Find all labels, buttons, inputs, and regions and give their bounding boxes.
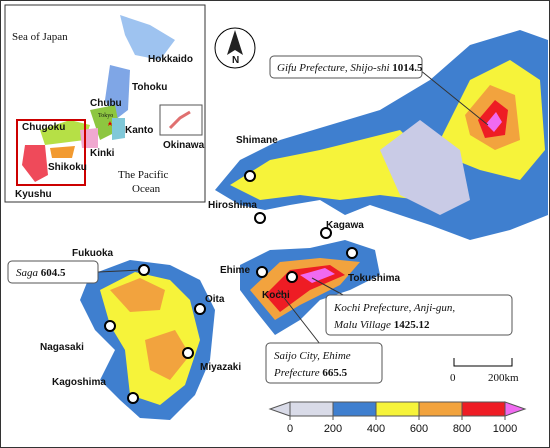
- callout-box: [265, 342, 383, 384]
- callout-value: 1014.5: [392, 62, 423, 74]
- callout: Prefecture 665.5: [273, 367, 348, 379]
- place-label: Ehime: [220, 265, 250, 276]
- site: [194, 303, 206, 315]
- inset-label: Kanto: [125, 125, 153, 136]
- callout-box: [7, 260, 99, 284]
- site: [256, 266, 268, 278]
- scale-label: 200km: [488, 372, 519, 384]
- legend-tick-label: 1000: [493, 423, 517, 435]
- place-label: Tokushima: [348, 273, 400, 284]
- tokyo-star: [108, 121, 112, 126]
- callout-text: Saijo City, Ehime: [274, 350, 351, 362]
- inset-label: Sea of Japan: [12, 31, 68, 43]
- precip-max: [486, 112, 502, 132]
- scale-bar: [453, 358, 513, 367]
- precip-orange: [145, 330, 190, 380]
- inset-chugoku: [40, 120, 90, 145]
- inset-label: Kinki: [90, 148, 115, 159]
- place-label: Kagoshima: [52, 377, 106, 388]
- legend-tick-label: 400: [367, 423, 385, 435]
- callout: Malu Village 1425.12: [333, 319, 430, 331]
- callout: Saga 604.5: [16, 267, 66, 279]
- pointer: [311, 277, 346, 297]
- precip-low: [380, 120, 470, 215]
- inset-label: Kyushu: [15, 189, 52, 200]
- site: [286, 271, 298, 283]
- precip-max: [300, 268, 335, 283]
- legend-swatch: [418, 401, 463, 417]
- inset-label: Tokyo: [98, 113, 113, 119]
- callout-text: Saga: [16, 267, 39, 279]
- inset-label: Okinawa: [163, 140, 205, 151]
- place-label: Fukuoka: [72, 248, 114, 259]
- callout-text: Kochi Prefecture, Anji-gun,: [333, 302, 455, 314]
- callout-value: 604.5: [41, 267, 66, 279]
- pointer: [97, 269, 141, 273]
- legend-swatch: [289, 401, 334, 417]
- inset-label: Hokkaido: [148, 54, 193, 65]
- site: [244, 170, 256, 182]
- site: [127, 392, 139, 404]
- precip-orange: [110, 278, 165, 312]
- inset-okinawa: [168, 110, 191, 130]
- pointer: [419, 69, 489, 126]
- legend-tick-label: 200: [324, 423, 342, 435]
- place-label: Hiroshima: [208, 200, 257, 211]
- inset-label: The Pacific: [118, 169, 169, 181]
- legend-tick-label: 0: [287, 423, 293, 435]
- callout: Gifu Prefecture, Shijo-shi 1014.5: [277, 62, 423, 74]
- legend-tick-label: 800: [453, 423, 471, 435]
- site: [104, 320, 116, 332]
- pointer: [277, 289, 321, 345]
- legend-swatch: [461, 401, 506, 417]
- inset-shikoku: [50, 146, 75, 158]
- inset-label: Chugoku: [22, 122, 65, 133]
- callout-value: 665.5: [322, 367, 347, 379]
- inset-focus: [16, 119, 86, 186]
- legend-cap: [504, 401, 527, 417]
- sites: [104, 170, 358, 404]
- callout-text: Gifu Prefecture, Shijo-shi: [277, 62, 390, 74]
- site: [254, 212, 266, 224]
- site: [182, 347, 194, 359]
- legend: 0 200 400 600 800 1000: [268, 401, 527, 435]
- callout-text: Malu Village: [333, 319, 391, 331]
- compass-label: N: [232, 55, 239, 66]
- inset-label: Shikoku: [48, 162, 87, 173]
- callout-box: [325, 294, 513, 336]
- site: [346, 247, 358, 259]
- legend-swatch: [375, 401, 420, 417]
- place-label: Miyazaki: [200, 362, 241, 373]
- place-label: Oita: [205, 294, 225, 305]
- place-label: Nagasaki: [40, 342, 84, 353]
- site: [138, 264, 150, 276]
- scale-label: 0: [450, 372, 456, 384]
- inset-label: Chubu: [90, 98, 122, 109]
- callout-value: 1425.12: [394, 319, 430, 331]
- legend-tick-label: 600: [410, 423, 428, 435]
- inset-kyushu: [22, 145, 48, 182]
- inset-hokkaido: [120, 15, 175, 60]
- inset-kinki: [80, 128, 98, 148]
- place-label: Kochi: [262, 290, 290, 301]
- place-label: Kagawa: [326, 220, 364, 231]
- site: [320, 227, 332, 239]
- place-label: Shimane: [236, 135, 278, 146]
- legend-swatch: [332, 401, 377, 417]
- inset-okinawa-box: [159, 104, 203, 136]
- compass-needle: [227, 30, 243, 55]
- inset-kanto: [112, 118, 125, 140]
- inset-label: Ocean: [132, 183, 161, 195]
- callout-box: [269, 55, 423, 79]
- callout-text: Prefecture: [273, 367, 320, 379]
- inset-label: Tohoku: [132, 82, 167, 93]
